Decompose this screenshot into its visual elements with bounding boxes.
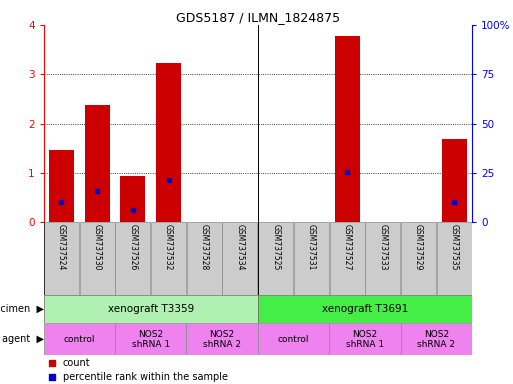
Bar	[186, 323, 258, 356]
Bar	[115, 222, 150, 295]
Text: GSM737530: GSM737530	[93, 224, 102, 271]
Text: GSM737533: GSM737533	[378, 224, 387, 271]
Bar	[258, 295, 472, 323]
Text: specimen  ▶: specimen ▶	[0, 304, 44, 314]
Bar	[442, 139, 467, 222]
Bar	[401, 323, 472, 356]
Text: GSM737528: GSM737528	[200, 224, 209, 271]
Bar	[44, 295, 258, 323]
Bar	[156, 63, 181, 222]
Text: GSM737525: GSM737525	[271, 224, 280, 271]
Bar	[49, 150, 74, 222]
Text: GSM737535: GSM737535	[449, 224, 459, 271]
Text: GSM737529: GSM737529	[414, 224, 423, 271]
Text: NOS2
shRNA 1: NOS2 shRNA 1	[132, 330, 170, 349]
Text: GSM737527: GSM737527	[343, 224, 351, 271]
Bar	[329, 222, 365, 295]
Bar	[44, 323, 115, 356]
Text: NOS2
shRNA 1: NOS2 shRNA 1	[346, 330, 384, 349]
Text: control: control	[278, 335, 309, 344]
Bar	[115, 323, 186, 356]
Text: GSM737534: GSM737534	[235, 224, 244, 271]
Text: NOS2
shRNA 2: NOS2 shRNA 2	[203, 330, 241, 349]
Title: GDS5187 / ILMN_1824875: GDS5187 / ILMN_1824875	[176, 11, 340, 24]
Bar	[151, 222, 186, 295]
Bar	[80, 222, 114, 295]
Bar	[334, 36, 360, 222]
Bar	[258, 222, 293, 295]
Bar	[401, 222, 436, 295]
Bar	[223, 222, 258, 295]
Bar	[294, 222, 329, 295]
Bar	[329, 323, 401, 356]
Bar	[44, 222, 79, 295]
Bar	[121, 176, 145, 222]
Text: agent  ▶: agent ▶	[2, 334, 44, 344]
Text: GSM737532: GSM737532	[164, 224, 173, 271]
Bar	[187, 222, 222, 295]
Text: GSM737524: GSM737524	[57, 224, 66, 271]
Bar	[365, 222, 400, 295]
Text: NOS2
shRNA 2: NOS2 shRNA 2	[417, 330, 455, 349]
Text: GSM737526: GSM737526	[128, 224, 137, 271]
Text: percentile rank within the sample: percentile rank within the sample	[63, 372, 228, 382]
Bar	[258, 323, 329, 356]
Bar	[437, 222, 471, 295]
Text: xenograft T3691: xenograft T3691	[322, 304, 408, 314]
Bar	[85, 105, 110, 222]
Text: count: count	[63, 358, 90, 367]
Text: GSM737531: GSM737531	[307, 224, 316, 271]
Text: control: control	[64, 335, 95, 344]
Text: xenograft T3359: xenograft T3359	[108, 304, 194, 314]
